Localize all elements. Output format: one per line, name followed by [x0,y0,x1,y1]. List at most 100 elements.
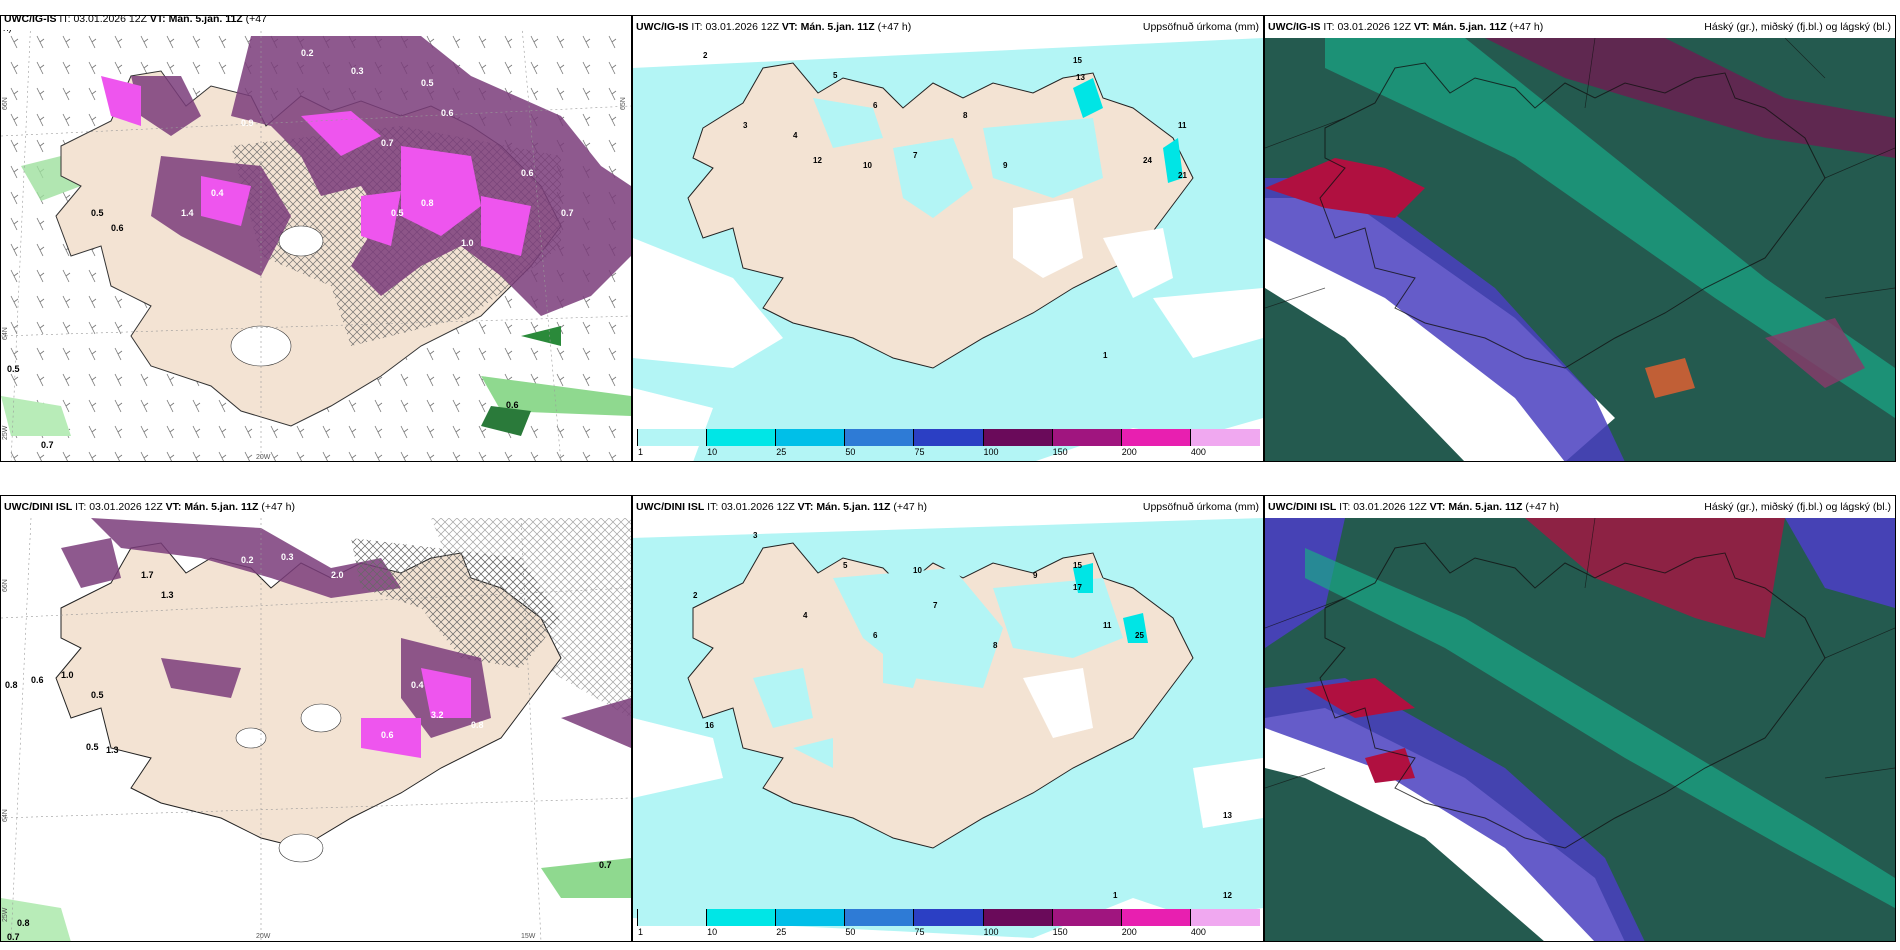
lat-label: 25W [2,907,9,922]
wind-barb [36,61,45,75]
lat-label: 64N [2,327,9,340]
value-label: 5 [843,561,848,570]
wind-barb [348,399,357,413]
wind-barb [88,451,97,461]
wind-barb [348,451,357,461]
value-label: 0.2 [301,48,314,58]
wind-barb [88,399,97,413]
wind-barb [88,87,97,101]
wind-barb [478,35,487,49]
wind-barb [582,347,591,361]
value-label: 4 [793,131,798,140]
value-label: 10 [863,161,872,170]
wind-barb [400,451,409,461]
wind-barb [608,373,617,387]
value-label: 1.0 [61,670,74,680]
colorbar-swatch [775,429,846,446]
colorbar-swatch [913,429,984,446]
wind-barb [88,347,97,361]
value-label: 12 [1223,891,1232,900]
wind-barb [608,139,617,153]
colorbar-tick: 75 [914,927,925,937]
wind-barb [36,87,45,101]
edge-value: 0.6 [31,675,44,685]
wind-barb [270,451,279,461]
wind-barb [140,425,149,439]
value-label: 0.3 [281,552,294,562]
wind-barb [88,35,97,49]
wind-barb [374,399,383,413]
wind-barb [452,347,461,361]
map-canvas: 2 3 4 5 6 7 8 9 10 11 12 13 15 21 24 1 [633,38,1263,461]
value-label: 0.5 [391,208,404,218]
lat-label: 25W [2,425,9,440]
wind-barb [556,61,565,75]
colorbar-tick: 400 [1190,447,1206,457]
wind-barb [582,451,591,461]
map-canvas [1265,38,1895,461]
wind-barb [322,451,331,461]
wind-barb [88,373,97,387]
value-label: 0.8 [471,720,484,730]
value-label: 9 [1033,571,1038,580]
precip-map-svg: 0.2 0.3 0.5 0.6 0.7 0.9 0.4 0.8 1.0 1.4 … [1,16,631,461]
wind-barb [192,425,201,439]
wind-barb [608,295,617,309]
wind-barb [114,451,123,461]
wind-barb [88,61,97,75]
wind-barb [478,61,487,75]
wind-barb [10,113,19,127]
wind-barb [140,61,149,75]
value-label: 11 [1103,621,1112,630]
wind-barb [10,87,19,101]
wind-barb [452,35,461,49]
lat-label: 66N [2,579,9,592]
wind-barb [140,451,149,461]
wind-barb [530,35,539,49]
wind-barb [10,35,19,49]
wind-barb [62,347,71,361]
wind-barb [88,113,97,127]
cloud-map-svg [1265,518,1895,941]
wind-barb [62,295,71,309]
value-label: 8 [963,111,968,120]
colorbar-tick: 100 [983,447,999,457]
wind-barb [62,269,71,283]
wind-barb [166,425,175,439]
colorbar-swatch [706,909,777,926]
wind-barb [36,451,45,461]
map-canvas: 0.2 0.3 0.5 0.6 0.7 0.9 0.4 0.8 1.0 1.4 … [1,16,631,461]
wind-barb [478,347,487,361]
lat-label: 66N [2,97,9,110]
wind-barb [10,321,19,335]
value-label: 24 [1143,156,1152,165]
value-label: 16 [705,721,714,730]
colorbar-swatch [1051,429,1122,446]
colorbar-tick: 10 [707,927,718,937]
wind-barb [504,295,513,309]
wind-barb [36,113,45,127]
colorbar-swatch [913,909,984,926]
wind-barb [530,451,539,461]
value-label: 0.5 [91,208,104,218]
wind-barb [426,425,435,439]
wind-barb [582,425,591,439]
value-label: 1.7 [141,570,154,580]
wind-barb [374,451,383,461]
colorbar-swatch [637,429,708,446]
colorbar-swatch [1120,429,1191,446]
wind-barb [400,373,409,387]
value-label: 2.0 [331,570,344,580]
wind-barb [504,451,513,461]
value-label: 2 [693,591,698,600]
wind-barb [88,269,97,283]
value-label: 0.5 [421,78,434,88]
value-label: 25 [1135,631,1144,640]
value-label: 0.2 [241,555,254,565]
wind-barb [36,217,45,231]
wind-barb [244,451,253,461]
iceland-outline [1319,62,1826,369]
wind-barb [322,425,331,439]
colorbar-tick: 50 [845,927,856,937]
wind-barb [36,269,45,283]
